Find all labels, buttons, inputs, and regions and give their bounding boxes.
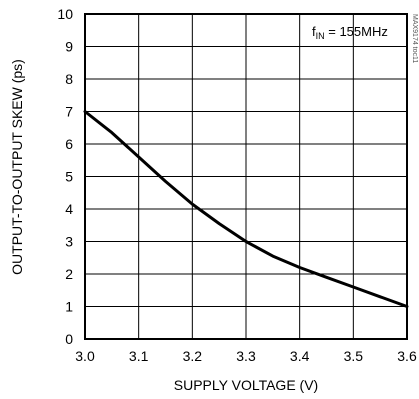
y-tick-labels: 0 1 2 3 4 5 6 7 8 9 10 (57, 6, 73, 347)
plot-frame (84, 13, 408, 340)
y-tick-label: 3 (65, 234, 73, 250)
x-tick-label: 3.0 (75, 348, 95, 364)
y-tick-label: 7 (65, 104, 73, 120)
y-tick-label: 1 (65, 299, 73, 315)
watermark: MAX9174 toc11 (411, 14, 418, 63)
x-tick-label: 3.3 (236, 348, 256, 364)
y-tick-label: 0 (65, 331, 73, 347)
y-tick-label: 8 (65, 71, 73, 87)
y-tick-label: 10 (57, 6, 73, 22)
y-tick-label: 5 (65, 169, 73, 185)
frequency-annotation: fIN = 155MHz (312, 24, 388, 41)
series-line (83, 110, 409, 308)
series-layer (83, 110, 409, 308)
x-tick-labels: 3.0 3.1 3.2 3.3 3.4 3.5 3.6 (75, 348, 417, 364)
y-tick-label: 9 (65, 39, 73, 55)
x-tick-label: 3.1 (129, 348, 149, 364)
x-tick-label: 3.2 (183, 348, 203, 364)
x-axis-title: SUPPLY VOLTAGE (V) (174, 377, 318, 393)
x-tick-label: 3.5 (344, 348, 364, 364)
y-tick-label: 2 (65, 266, 73, 282)
x-tick-label: 3.6 (397, 348, 417, 364)
y-tick-label: 6 (65, 136, 73, 152)
y-axis-title: OUTPUT-TO-OUTPUT SKEW (ps) (9, 59, 25, 275)
x-tick-label: 3.4 (290, 348, 310, 364)
y-tick-label: 4 (65, 201, 73, 217)
grid-lines (85, 14, 407, 339)
